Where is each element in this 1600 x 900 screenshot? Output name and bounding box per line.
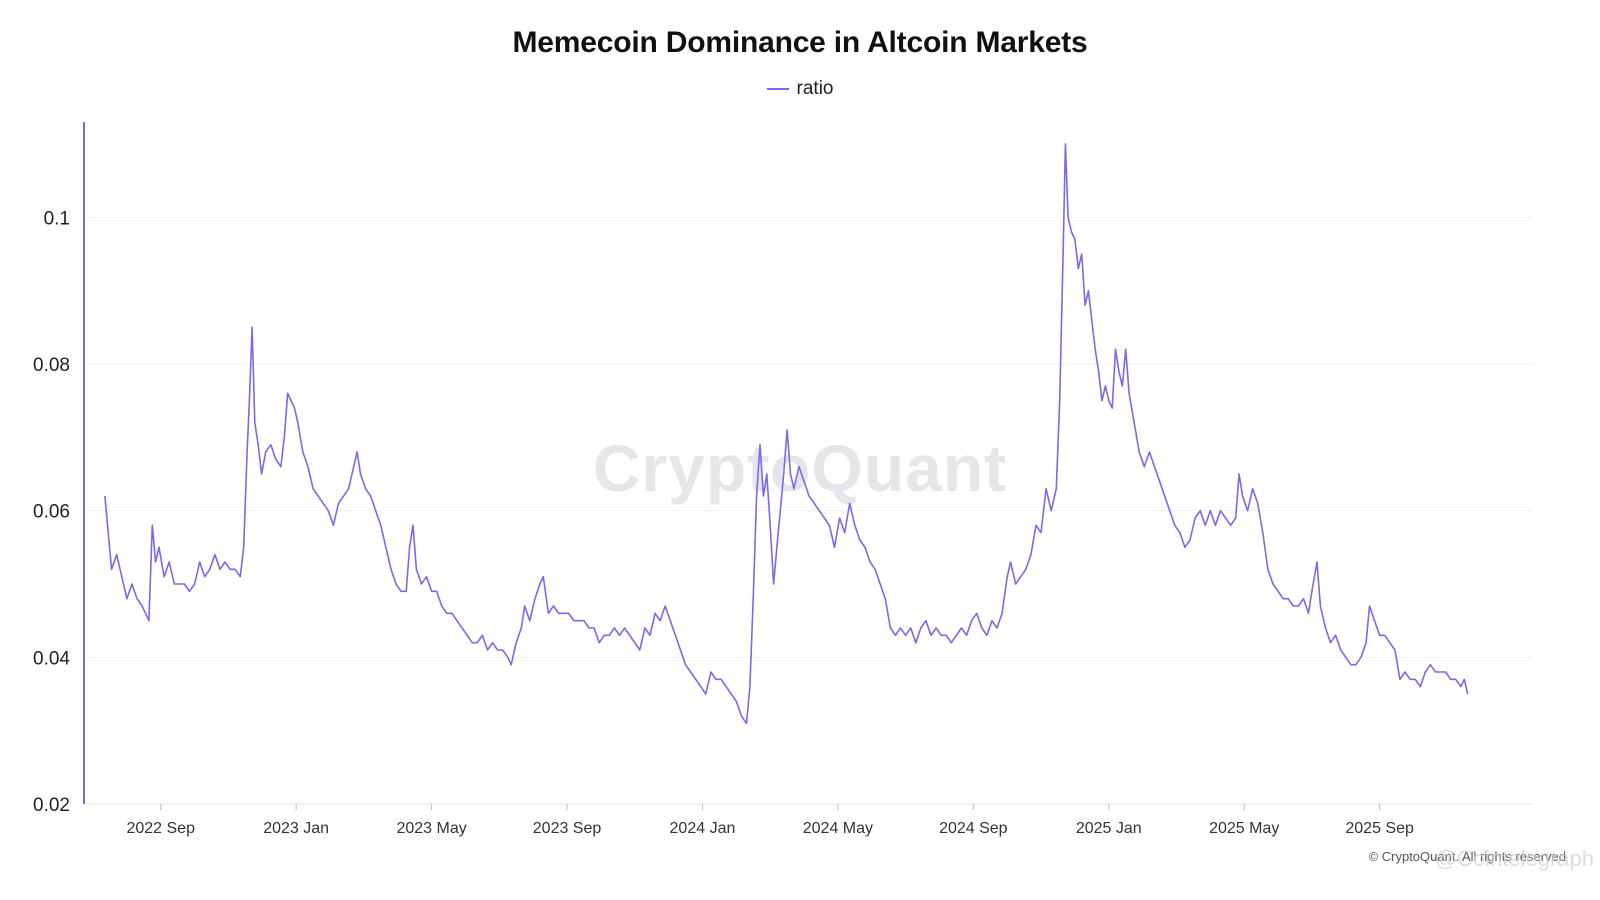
x-tick-label: 2023 May [396, 820, 466, 837]
x-tick-label: 2023 Sep [533, 820, 602, 837]
chart-title: Memecoin Dominance in Altcoin Markets [512, 26, 1088, 59]
y-tick-label: 0.1 [44, 208, 70, 229]
x-axis-ticks: 2022 Sep 2023 Jan 2023 May 2023 Sep 2024 Jan… [126, 804, 1414, 837]
y-tick-label: 0.06 [33, 502, 70, 523]
x-tick-label: 2025 Sep [1345, 820, 1414, 837]
x-tick-label: 2024 Sep [939, 820, 1008, 837]
x-tick-label: 2025 May [1209, 820, 1279, 837]
x-tick-label: 2024 Jan [670, 820, 736, 837]
legend-label-ratio: ratio [796, 78, 834, 99]
x-tick-label: 2025 Jan [1076, 820, 1142, 837]
y-tick-label: 0.08 [33, 355, 70, 376]
grid-lines [86, 216, 1532, 658]
y-axis-ticks: 0.02 0.04 0.06 0.08 0.1 [33, 208, 70, 816]
legend[interactable]: ratio [0, 78, 1600, 100]
x-tick-label: 2024 May [803, 820, 873, 837]
x-tick-label: 2023 Jan [263, 820, 329, 837]
y-tick-label: 0.02 [33, 795, 70, 816]
y-tick-label: 0.04 [33, 648, 70, 669]
credit-watermark: @Cointelegraph [1434, 846, 1594, 871]
legend-line-swatch [766, 88, 789, 90]
copyright-text: © CryptoQuant. All rights reserved [1368, 849, 1566, 864]
series-line-ratio[interactable] [104, 143, 1469, 725]
x-tick-label: 2022 Sep [126, 820, 195, 837]
